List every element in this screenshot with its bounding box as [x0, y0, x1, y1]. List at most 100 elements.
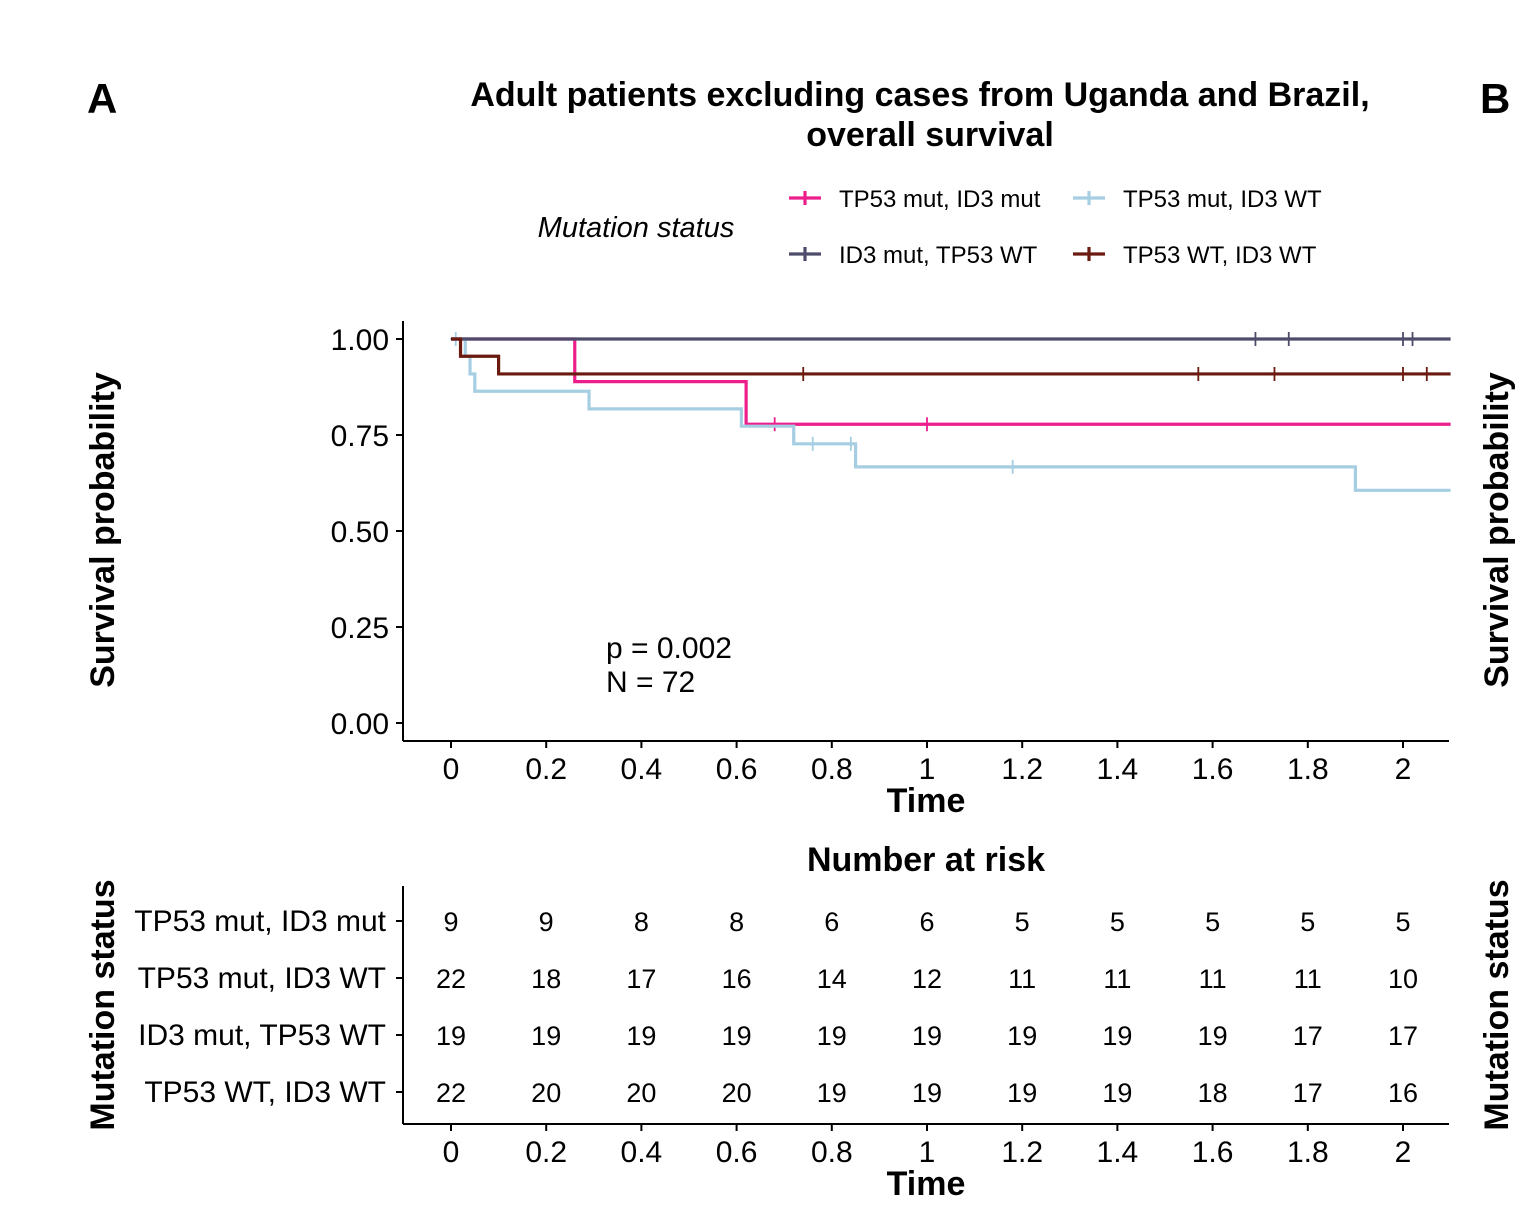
- x-tick-label: 1.8: [1287, 753, 1329, 786]
- risk-count: 11: [1199, 964, 1227, 994]
- legend-swatch: [789, 191, 821, 205]
- risk-table-y-title: Mutation status: [84, 879, 122, 1130]
- risk-count: 19: [817, 1021, 847, 1051]
- panel-label-b: B: [1480, 75, 1510, 122]
- y-tick-label: 0.00: [331, 708, 389, 741]
- risk-count: 20: [626, 1078, 656, 1108]
- legend-label: TP53 mut, ID3 mut: [839, 186, 1041, 213]
- risk-count: 19: [912, 1078, 942, 1108]
- y-tick-label: 1.00: [331, 324, 389, 357]
- panel-label-a: A: [87, 75, 117, 122]
- p-value-annotation: p = 0.002: [606, 632, 732, 665]
- risk-x-tick-label: 1.8: [1287, 1136, 1329, 1169]
- survival-plot: Survival probability Time 0.000.250.500.…: [84, 321, 1451, 820]
- risk-count: 19: [722, 1021, 752, 1051]
- risk-count: 19: [626, 1021, 656, 1051]
- risk-count: 11: [1294, 964, 1322, 994]
- risk-count: 20: [722, 1078, 752, 1108]
- y-ticks: 0.00 0.25 0.50 0.75 1.00: [331, 324, 403, 741]
- censor-mark: [797, 366, 810, 381]
- risk-row-label: ID3 mut, TP53 WT: [138, 1019, 386, 1052]
- risk-count: 22: [436, 964, 466, 994]
- risk-count: 19: [912, 1021, 942, 1051]
- risk-count: 19: [531, 1021, 561, 1051]
- risk-x-tick-label: 0.2: [525, 1136, 567, 1169]
- series-group: [451, 337, 1451, 432]
- legend-entry: TP53 WT, ID3 WT: [1073, 242, 1317, 269]
- legend-swatch: [1073, 191, 1105, 205]
- x-ticks: 0 0.2 0.4 0.6 0.8 1 1.2 1.4 1.6 1.8 2: [443, 741, 1412, 786]
- risk-count: 11: [1103, 964, 1131, 994]
- risk-table: Number at risk Mutation status Time TP53…: [84, 841, 1449, 1203]
- risk-row-label: TP53 WT, ID3 WT: [144, 1076, 386, 1109]
- legend-entry: TP53 mut, ID3 mut: [789, 186, 1041, 213]
- legend: Mutation status TP53 mut, ID3 mut TP53 mu…: [538, 186, 1322, 269]
- x-tick-label: 2: [1395, 753, 1412, 786]
- risk-x-tick-label: 2: [1395, 1136, 1412, 1169]
- risk-count: 5: [1300, 907, 1315, 937]
- risk-x-tick-label: 1.6: [1192, 1136, 1234, 1169]
- risk-row-label: TP53 mut, ID3 mut: [134, 905, 386, 938]
- x-tick-label: 1.6: [1192, 753, 1234, 786]
- legend-entry: ID3 mut, TP53 WT: [789, 242, 1038, 269]
- risk-x-tick-label: 1.2: [1001, 1136, 1043, 1169]
- censor-mark: [806, 436, 819, 451]
- censor-mark: [844, 436, 857, 451]
- risk-count: 9: [539, 907, 554, 937]
- censor-mark: [1406, 332, 1419, 346]
- x-tick-label: 0.8: [811, 753, 853, 786]
- chart-title-line1: Adult patients excluding cases from Ugan…: [470, 76, 1369, 114]
- risk-x-tick-label: 0.4: [621, 1136, 663, 1169]
- risk-row: TP53 WT, ID3 WT 22 20 20 20 19 19 19 19 18 17 16: [144, 1076, 1418, 1109]
- panel-b-y-title: Survival probability: [1478, 372, 1516, 688]
- risk-count: 5: [1205, 907, 1220, 937]
- risk-x-tick-label: 0.6: [716, 1136, 758, 1169]
- risk-count: 17: [626, 964, 656, 994]
- x-tick-label: 0.6: [716, 753, 758, 786]
- y-tick-label: 0.50: [331, 516, 389, 549]
- survival-curve-line: [451, 337, 1451, 376]
- risk-count: 11: [1008, 964, 1036, 994]
- risk-count: 18: [531, 964, 561, 994]
- risk-count: 5: [1015, 907, 1030, 937]
- survival-curve-line: [451, 337, 1451, 426]
- legend-label: TP53 mut, ID3 WT: [1123, 186, 1322, 213]
- risk-count: 6: [824, 907, 839, 937]
- risk-count: 18: [1198, 1078, 1228, 1108]
- risk-count: 5: [1110, 907, 1125, 937]
- censor-mark: [921, 417, 933, 432]
- risk-count: 19: [817, 1078, 847, 1108]
- x-tick-label: 1.4: [1097, 753, 1139, 786]
- censor-mark: [1249, 332, 1262, 346]
- legend-label: ID3 mut, TP53 WT: [839, 242, 1038, 269]
- risk-count: 10: [1388, 964, 1418, 994]
- risk-count: 5: [1395, 907, 1410, 937]
- risk-count: 19: [1198, 1021, 1228, 1051]
- series-group: [451, 332, 1451, 346]
- risk-count: 16: [1388, 1078, 1418, 1108]
- risk-count: 16: [722, 964, 752, 994]
- risk-count: 19: [1007, 1021, 1037, 1051]
- risk-x-tick-label: 1: [919, 1136, 936, 1169]
- risk-x-tick-label: 0.8: [811, 1136, 853, 1169]
- legend-label: TP53 WT, ID3 WT: [1123, 242, 1317, 269]
- x-tick-label: 1.2: [1001, 753, 1043, 786]
- risk-count: 19: [1102, 1021, 1132, 1051]
- x-tick-label: 0: [443, 753, 460, 786]
- risk-count: 20: [531, 1078, 561, 1108]
- censor-mark: [1420, 366, 1433, 381]
- risk-row: TP53 mut, ID3 mut 9 9 8 8 6 6 5 5 5 5 5: [134, 905, 1410, 938]
- risk-row-label: TP53 mut, ID3 WT: [138, 962, 386, 995]
- legend-title: Mutation status: [538, 212, 735, 244]
- survival-curve-line: [451, 337, 1451, 492]
- x-tick-label: 1: [919, 753, 936, 786]
- risk-count: 19: [436, 1021, 466, 1051]
- risk-count: 8: [634, 907, 649, 937]
- n-annotation: N = 72: [606, 666, 695, 699]
- series-group: [449, 332, 1451, 492]
- x-tick-label: 0.2: [525, 753, 567, 786]
- risk-count: 12: [912, 964, 942, 994]
- censor-mark: [1397, 366, 1409, 381]
